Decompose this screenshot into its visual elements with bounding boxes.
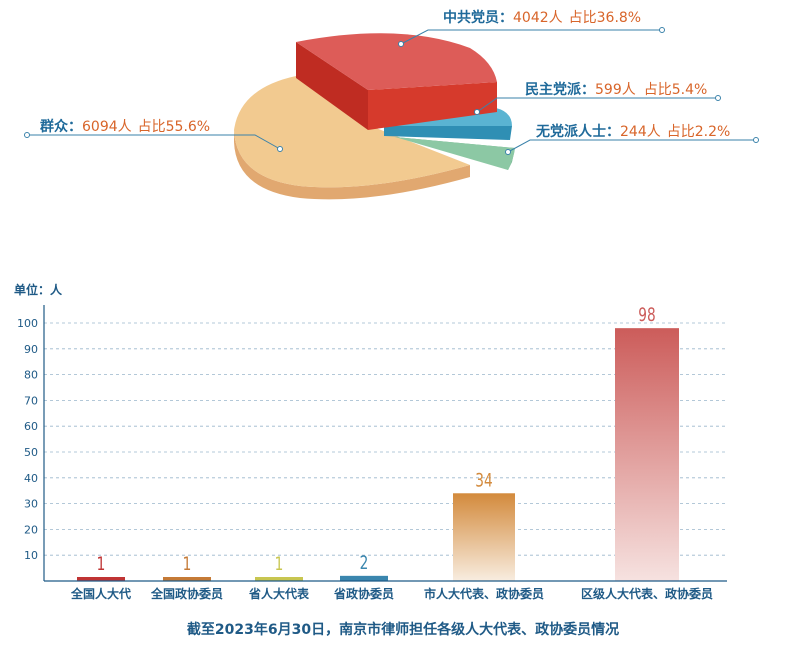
chart-caption: 截至2023年6月30日，南京市律师担任各级人大代表、政协委员情况 — [187, 621, 619, 638]
bars — [77, 328, 679, 581]
pie-label-democratic: 民主党派：599人 占比5.4% — [525, 81, 707, 98]
pie-slice-independents — [395, 137, 515, 170]
y-tick-label: 90 — [24, 343, 38, 356]
y-tick-label: 100 — [17, 317, 38, 330]
y-tick-label: 30 — [24, 498, 38, 511]
pie-slice-side-democratic — [384, 126, 512, 140]
unit-label: 单位：人 — [14, 282, 63, 297]
y-tick-label: 10 — [24, 549, 38, 562]
pie-slice-side-cpc-front — [368, 82, 497, 130]
leader-line-masses — [27, 134, 281, 150]
y-tick-label: 50 — [24, 446, 38, 459]
leader-dot-cpc-outer — [659, 27, 665, 33]
leader-line-democratic — [476, 97, 718, 113]
leader-dot-independents-outer — [753, 137, 759, 143]
bar-value-label: 34 — [475, 469, 492, 491]
pie-label-independents: 无党派人士：244人 占比2.2% — [535, 123, 730, 140]
leader-dot-masses-inner — [277, 146, 283, 152]
leader-line-cpc — [400, 29, 662, 45]
leader-dot-independents-inner — [505, 149, 511, 155]
bar — [615, 328, 679, 581]
pie-chart: 中共党员：4042人 占比36.8% 民主党派：599人 占比5.4% 无党派人士：… — [24, 9, 759, 200]
bar-value-label: 2 — [360, 552, 369, 574]
bar — [453, 493, 515, 581]
leader-dot-democratic-outer — [715, 95, 721, 101]
x-tick-label: 省人大代表 — [248, 586, 310, 601]
pie-slice-masses — [234, 76, 470, 188]
bar-value-label: 1 — [275, 553, 284, 575]
y-tick-label: 20 — [24, 523, 38, 536]
x-tick-label: 区级人大代表、政协委员 — [581, 586, 713, 601]
bar-value-label: 1 — [97, 553, 106, 575]
value-labels: 1 1 1 2 34 98 — [97, 304, 656, 575]
leader-dot-masses-outer — [24, 132, 30, 138]
y-tick-label: 80 — [24, 369, 38, 382]
pie-label-masses: 群众：6094人 占比55.6% — [39, 118, 210, 135]
bar — [255, 577, 303, 581]
x-tick-label: 全国人大代 — [70, 586, 131, 601]
bar-value-label: 1 — [183, 553, 192, 575]
y-tick-label: 60 — [24, 420, 38, 433]
y-axis-ticks: 10 20 30 40 50 60 70 80 90 100 — [17, 317, 38, 562]
pie-slice-side-masses — [234, 130, 470, 200]
bar-value-label: 98 — [638, 304, 655, 326]
x-axis-labels: 全国人大代 全国政协委员 省人大代表 省政协委员 市人大代表、政协委员 区级人大代表、政协… — [70, 586, 713, 601]
leader-dot-cpc-inner — [398, 41, 404, 47]
y-tick-label: 40 — [24, 472, 38, 485]
bar — [340, 575, 388, 581]
y-tick-label: 70 — [24, 394, 38, 407]
x-tick-label: 全国政协委员 — [150, 586, 223, 601]
pie-slice-cpc — [296, 33, 497, 90]
bar — [163, 577, 211, 581]
bar — [77, 577, 125, 581]
leader-line-independents — [507, 139, 756, 153]
pie-label-cpc: 中共党员：4042人 占比36.8% — [443, 9, 641, 26]
x-tick-label: 市人大代表、政协委员 — [424, 586, 544, 601]
pie-slice-side-cpc — [296, 42, 368, 130]
x-tick-label: 省政协委员 — [333, 586, 394, 601]
leader-dot-democratic-inner — [474, 109, 480, 115]
